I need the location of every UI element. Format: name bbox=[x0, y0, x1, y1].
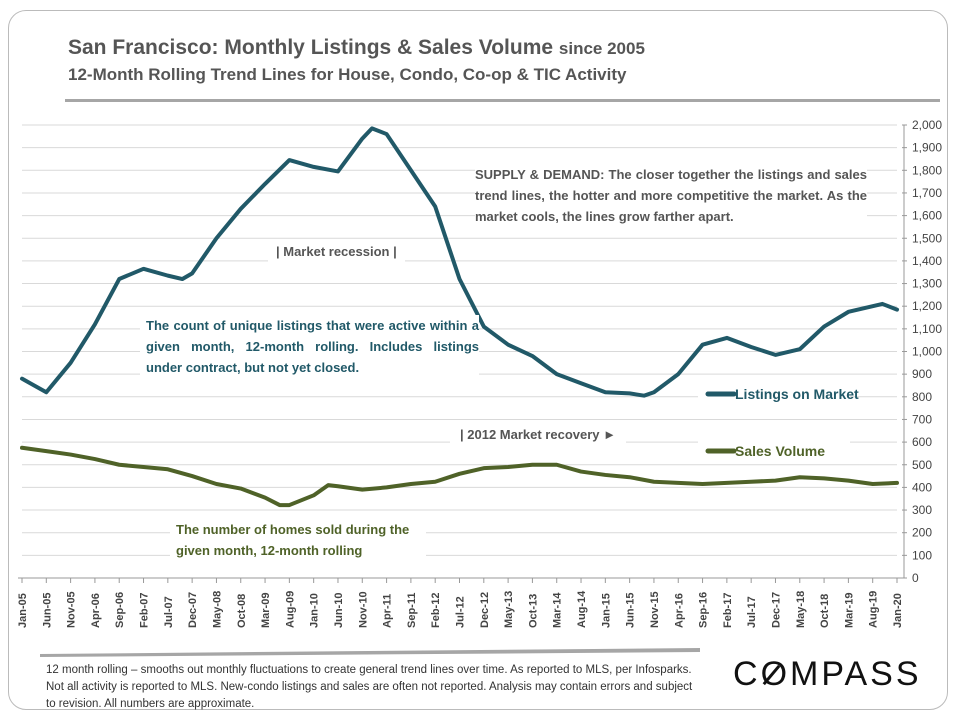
legend-label: Sales Volume bbox=[735, 443, 825, 459]
x-tick-label: Oct-13 bbox=[527, 594, 539, 628]
y-tick-label: 100 bbox=[912, 548, 932, 562]
footer-note: 12 month rolling – smooths out monthly f… bbox=[46, 664, 693, 710]
y-tick-label: 0 bbox=[912, 571, 919, 585]
x-tick-label: Nov-15 bbox=[649, 591, 661, 628]
x-tick-label: Jul-12 bbox=[455, 596, 467, 628]
x-tick-label: Jun-05 bbox=[41, 593, 53, 628]
x-tick-label: Jul-17 bbox=[746, 596, 758, 628]
y-tick-label: 1,600 bbox=[912, 209, 942, 223]
y-tick-label: 2,000 bbox=[912, 118, 942, 132]
x-tick-label: Jan-20 bbox=[892, 593, 904, 628]
x-tick-label: Jan-15 bbox=[600, 593, 612, 628]
x-tick-label: Mar-09 bbox=[260, 593, 272, 628]
y-tick-label: 300 bbox=[912, 503, 932, 517]
chart-subtitle: 12-Month Rolling Trend Lines for House, … bbox=[68, 65, 627, 84]
listings-note: The count of unique listings that were a… bbox=[140, 315, 479, 378]
x-tick-label: Dec-12 bbox=[479, 592, 491, 628]
x-tick-label: Sep-06 bbox=[114, 592, 126, 628]
x-tick-label: Mar-14 bbox=[552, 592, 564, 628]
x-tick-label: Mar-19 bbox=[843, 593, 855, 628]
x-tick-label: Jun-10 bbox=[333, 593, 345, 628]
y-tick-label: 1,000 bbox=[912, 345, 942, 359]
x-tick-label: Aug-09 bbox=[284, 591, 296, 628]
x-tick-label: Dec-17 bbox=[770, 592, 782, 628]
x-tick-label: Dec-07 bbox=[187, 592, 199, 628]
title-main: San Francisco: Monthly Listings & Sales … bbox=[68, 36, 554, 59]
x-tick-label: May-18 bbox=[795, 591, 807, 628]
x-tick-label: Oct-18 bbox=[819, 594, 831, 628]
recession-label: | Market recession | bbox=[268, 241, 405, 262]
x-tick-label: Apr-11 bbox=[382, 594, 394, 628]
x-tick-label: Sep-11 bbox=[406, 593, 418, 628]
title-rule bbox=[65, 99, 940, 102]
legend-label: Listings on Market bbox=[735, 386, 859, 402]
y-tick-label: 1,500 bbox=[912, 231, 942, 245]
x-tick-label: Apr-06 bbox=[90, 593, 102, 628]
x-tick-label: Jun-15 bbox=[625, 593, 637, 628]
x-tick-label: Feb-12 bbox=[430, 593, 442, 628]
y-tick-label: 1,900 bbox=[912, 141, 942, 155]
series-line-sales bbox=[20, 445, 899, 508]
card-border bbox=[8, 10, 948, 710]
x-tick-label: Apr-16 bbox=[673, 593, 685, 628]
x-tick-label: Aug-14 bbox=[576, 590, 588, 628]
y-tick-label: 500 bbox=[912, 458, 932, 472]
y-tick-label: 1,400 bbox=[912, 254, 942, 268]
compass-logo: CO MPASS bbox=[733, 655, 922, 693]
x-tick-label: Jan-05 bbox=[17, 593, 29, 628]
x-tick-label: Sep-16 bbox=[698, 592, 710, 628]
x-tick-label: Feb-07 bbox=[139, 593, 151, 628]
x-tick-label: Jan-10 bbox=[309, 593, 321, 628]
y-tick-label: 1,800 bbox=[912, 163, 942, 177]
series-line-listings bbox=[20, 126, 899, 398]
x-tick-label: Jul-07 bbox=[163, 596, 175, 628]
y-tick-label: 200 bbox=[912, 526, 932, 540]
x-tick-label: May-13 bbox=[503, 591, 515, 628]
chart-title: San Francisco: Monthly Listings & Sales … bbox=[68, 36, 645, 60]
y-tick-label: 900 bbox=[912, 367, 932, 381]
x-tick-label: Oct-08 bbox=[236, 594, 248, 628]
x-tick-label: Nov-05 bbox=[66, 591, 78, 628]
y-tick-label: 400 bbox=[912, 480, 932, 494]
supply-demand-note: SUPPLY & DEMAND: The closer together the… bbox=[475, 164, 867, 227]
y-tick-label: 1,700 bbox=[912, 186, 942, 200]
sales-note: The number of homes sold during the give… bbox=[170, 519, 426, 561]
x-tick-label: Aug-19 bbox=[868, 591, 880, 628]
x-tick-label: Nov-10 bbox=[357, 591, 369, 628]
y-tick-label: 1,200 bbox=[912, 299, 942, 313]
y-tick-label: 700 bbox=[912, 412, 932, 426]
y-tick-label: 800 bbox=[912, 390, 932, 404]
x-tick-label: May-08 bbox=[211, 591, 223, 628]
y-tick-label: 1,300 bbox=[912, 277, 942, 291]
y-tick-label: 600 bbox=[912, 435, 932, 449]
title-suffix: since 2005 bbox=[558, 39, 645, 58]
recovery-label: | 2012 Market recovery ► bbox=[450, 424, 626, 445]
x-tick-label: Feb-17 bbox=[722, 593, 734, 628]
y-tick-label: 1,100 bbox=[912, 322, 942, 336]
